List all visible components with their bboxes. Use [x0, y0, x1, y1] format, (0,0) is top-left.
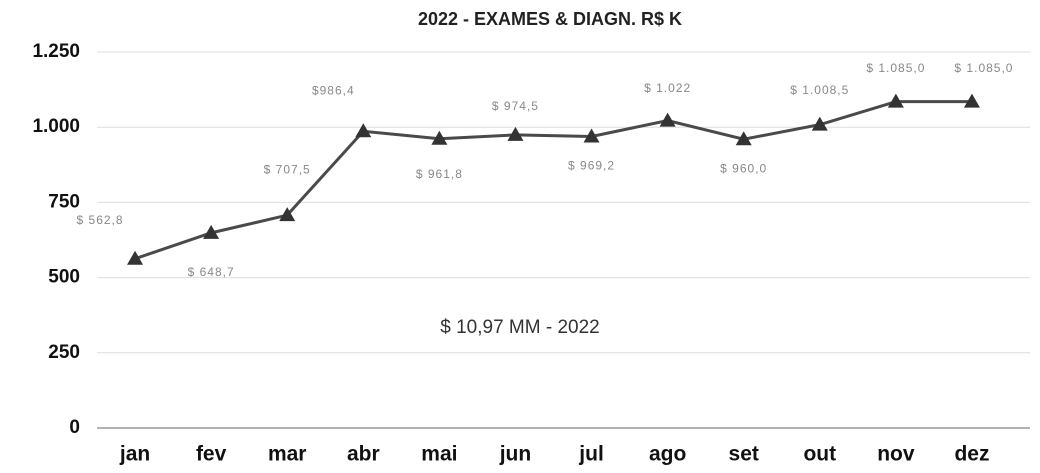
x-tick-label: out: [803, 443, 836, 466]
x-tick-label: mar: [268, 443, 307, 466]
line: [134, 100, 972, 261]
data-label: $ 648,7: [188, 265, 235, 279]
marker: [583, 128, 600, 143]
y-tick-label: 1.000: [32, 116, 80, 137]
marker: [203, 224, 220, 239]
data-label: $986,4: [312, 83, 355, 97]
chart-title: 2022 - EXAMES & DIAGN. R$ K: [418, 9, 682, 29]
x-tick-label: jul: [578, 443, 604, 466]
x-tick-label: abr: [347, 443, 380, 466]
data-label: $ 1.085,0: [954, 61, 1013, 75]
marker: [127, 250, 144, 265]
data-label: $ 707,5: [264, 162, 311, 176]
y-tick-label: 750: [48, 191, 80, 212]
marker: [811, 116, 828, 131]
x-tick-label: jan: [119, 443, 150, 466]
y-tick-label: 0: [69, 417, 80, 438]
x-tick-label: ago: [649, 443, 686, 466]
data-label: $ 1.085,0: [866, 61, 925, 75]
x-tick-label: dez: [954, 443, 989, 466]
marker: [659, 112, 676, 127]
marker: [887, 93, 904, 108]
y-tick-label: 1.250: [32, 41, 80, 62]
x-tick-label: jun: [499, 443, 532, 466]
marker: [431, 130, 448, 145]
data-label: $ 969,2: [568, 159, 615, 173]
marker: [507, 126, 524, 141]
x-tick-label: nov: [877, 443, 915, 466]
y-tick-label: 500: [48, 267, 80, 288]
annotation: $ 10,97 MM - 2022: [440, 317, 599, 338]
data-label: $ 1.008,5: [790, 83, 849, 97]
x-tick-label: fev: [196, 443, 227, 466]
data-label: $ 961,8: [416, 167, 463, 181]
data-label: $ 974,5: [492, 99, 539, 113]
marker: [355, 123, 372, 138]
x-tick-label: set: [729, 443, 759, 466]
marker: [279, 207, 296, 222]
y-tick-label: 250: [48, 342, 80, 363]
marker: [963, 93, 980, 108]
marker: [735, 131, 752, 146]
data-label: $ 960,0: [720, 161, 767, 175]
data-label: $ 562,8: [77, 213, 124, 227]
data-label: $ 1.022: [644, 81, 691, 95]
x-tick-label: mai: [421, 443, 457, 466]
